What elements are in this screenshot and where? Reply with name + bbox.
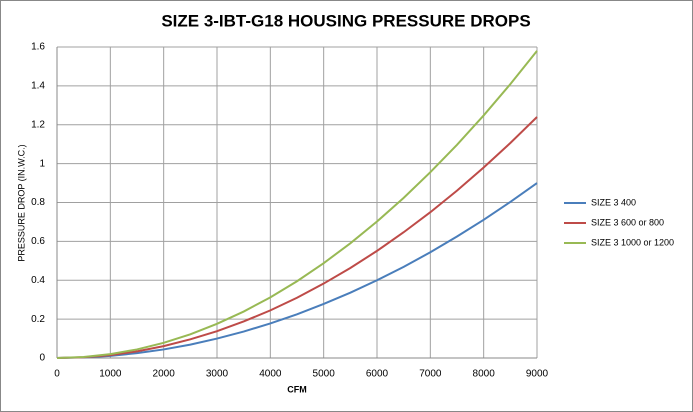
x-tick-label: 2000 [153, 369, 176, 380]
x-tick-label: 8000 [473, 369, 496, 380]
x-tick-label: 4000 [259, 369, 282, 380]
x-tick-label: 3000 [206, 369, 229, 380]
legend-label: SIZE 3 1000 or 1200 [591, 237, 674, 247]
y-tick-label: 0.6 [31, 236, 45, 247]
y-tick-label: 0.8 [31, 197, 45, 208]
y-tick-label: 0 [39, 353, 45, 364]
line-series [56, 182, 538, 359]
y-tick-label: 0.4 [31, 275, 45, 286]
chart-title: SIZE 3-IBT-G18 HOUSING PRESSURE DROPS [161, 11, 530, 30]
x-tick-label: 7000 [419, 369, 442, 380]
legend-label: SIZE 3 600 or 800 [591, 217, 664, 227]
y-tick-label: 1.4 [31, 81, 45, 92]
legend-label: SIZE 3 400 [591, 197, 636, 207]
x-axis-label: CFM [287, 384, 307, 394]
y-tick-label: 1 [39, 158, 45, 169]
x-tick-label: 6000 [366, 369, 389, 380]
y-tick-label: 1.2 [31, 119, 45, 130]
x-tick-label: 1000 [99, 369, 122, 380]
line-series [56, 116, 538, 359]
y-axis-label: PRESSURE DROP (IN.W.C.) [16, 144, 26, 261]
line-series [56, 50, 538, 359]
x-tick-label: 5000 [313, 369, 336, 380]
x-tick-label: 0 [54, 369, 60, 380]
y-tick-label: 0.2 [31, 314, 45, 325]
y-tick-label: 1.6 [31, 42, 45, 53]
x-tick-label: 9000 [526, 369, 549, 380]
